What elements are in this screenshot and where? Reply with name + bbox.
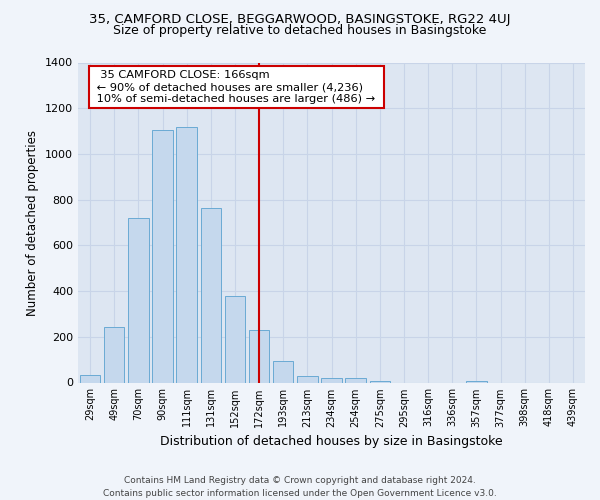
Bar: [297, 376, 317, 382]
Bar: [224, 296, 245, 382]
X-axis label: Distribution of detached houses by size in Basingstoke: Distribution of detached houses by size …: [160, 435, 503, 448]
Bar: [176, 126, 197, 382]
Bar: [152, 130, 173, 382]
Bar: [346, 378, 366, 382]
Bar: [104, 327, 124, 382]
Bar: [200, 208, 221, 382]
Text: 35 CAMFORD CLOSE: 166sqm  
 ← 90% of detached houses are smaller (4,236)
 10% of: 35 CAMFORD CLOSE: 166sqm ← 90% of detach…: [93, 70, 379, 104]
Y-axis label: Number of detached properties: Number of detached properties: [26, 130, 40, 316]
Bar: [249, 330, 269, 382]
Text: Size of property relative to detached houses in Basingstoke: Size of property relative to detached ho…: [113, 24, 487, 37]
Bar: [273, 361, 293, 382]
Bar: [128, 218, 149, 382]
Text: 35, CAMFORD CLOSE, BEGGARWOOD, BASINGSTOKE, RG22 4UJ: 35, CAMFORD CLOSE, BEGGARWOOD, BASINGSTO…: [89, 12, 511, 26]
Bar: [321, 378, 342, 382]
Bar: [80, 374, 100, 382]
Text: Contains HM Land Registry data © Crown copyright and database right 2024.
Contai: Contains HM Land Registry data © Crown c…: [103, 476, 497, 498]
Bar: [466, 380, 487, 382]
